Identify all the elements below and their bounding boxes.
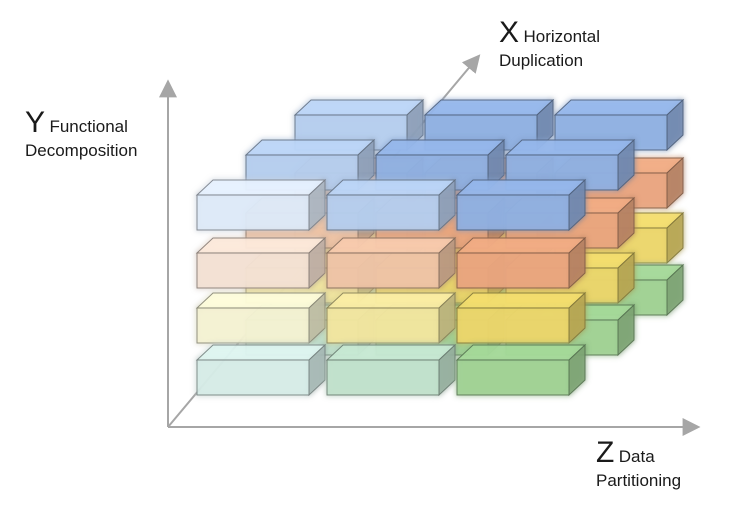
block-layer3-row1-col3 (455, 291, 587, 345)
x-axis-word1: Horizontal (523, 27, 601, 46)
x-axis-letter: X (499, 16, 520, 49)
y-axis-letter: Y (25, 106, 46, 139)
block-layer3-row1-col1 (195, 291, 327, 345)
block-layer4-row1-col2 (325, 343, 457, 397)
z-axis-word2: Partitioning (596, 470, 682, 490)
y-axis-label: Y Functional Decomposition (25, 106, 137, 160)
z-axis-letter: Z (596, 436, 615, 469)
block-layer1-row1-col2 (325, 178, 457, 232)
block-layer1-row3-col2 (423, 98, 555, 152)
block-layer2-row1-col1 (195, 236, 327, 290)
x-axis-word2: Duplication (499, 50, 584, 70)
block-layer4-row1-col3 (455, 343, 587, 397)
block-layer3-row1-col2 (325, 291, 457, 345)
z-axis-label: Z Data Partitioning (596, 436, 681, 490)
block-layer1-row2-col1 (244, 138, 376, 192)
block-grid (195, 98, 685, 397)
x-axis-label: X Horizontal Duplication (499, 16, 600, 70)
z-axis-word1: Data (618, 447, 655, 466)
block-layer2-row1-col2 (325, 236, 457, 290)
y-axis-word2: Decomposition (25, 140, 138, 160)
block-layer1-row1-col3 (455, 178, 587, 232)
block-layer4-row1-col1 (195, 343, 327, 397)
y-axis-word1: Functional (49, 117, 128, 136)
block-layer1-row1-col1 (195, 178, 327, 232)
block-layer2-row1-col3 (455, 236, 587, 290)
block-layer1-row2-col3 (504, 138, 636, 192)
